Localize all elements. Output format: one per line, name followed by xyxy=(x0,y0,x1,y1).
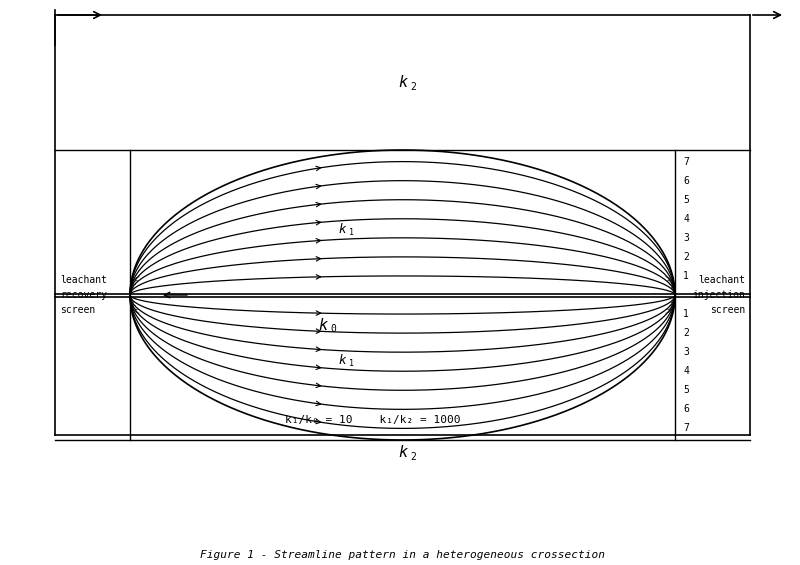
Text: 2: 2 xyxy=(683,252,689,262)
Text: 7: 7 xyxy=(683,157,689,167)
Text: 1: 1 xyxy=(683,271,689,281)
Text: 3: 3 xyxy=(683,347,689,357)
Text: Figure 1 - Streamline pattern in a heterogeneous crossection: Figure 1 - Streamline pattern in a heter… xyxy=(200,550,605,560)
Text: 5: 5 xyxy=(683,195,689,205)
Text: 2: 2 xyxy=(410,451,416,462)
Text: 5: 5 xyxy=(683,385,689,396)
Text: 6: 6 xyxy=(683,405,689,414)
Text: recovery: recovery xyxy=(60,290,107,300)
Text: k: k xyxy=(338,223,346,236)
Text: k₁/k₀ = 10    k₁/k₂ = 1000: k₁/k₀ = 10 k₁/k₂ = 1000 xyxy=(285,415,460,425)
Text: 1: 1 xyxy=(350,228,354,237)
Text: injection: injection xyxy=(692,290,745,300)
Text: 6: 6 xyxy=(683,176,689,186)
Text: 2: 2 xyxy=(410,81,416,92)
Text: 7: 7 xyxy=(683,423,689,433)
Text: k: k xyxy=(318,318,327,332)
Text: 4: 4 xyxy=(683,366,689,376)
Text: leachant: leachant xyxy=(60,275,107,285)
Text: k: k xyxy=(338,354,346,367)
Text: k: k xyxy=(398,445,407,460)
Text: 4: 4 xyxy=(683,214,689,224)
Text: 1: 1 xyxy=(350,359,354,368)
Text: 3: 3 xyxy=(683,233,689,243)
Text: k: k xyxy=(398,75,407,90)
Text: 1: 1 xyxy=(683,309,689,319)
Text: screen: screen xyxy=(710,305,745,315)
Text: 2: 2 xyxy=(683,328,689,338)
Text: leachant: leachant xyxy=(698,275,745,285)
Text: screen: screen xyxy=(60,305,95,315)
Text: 0: 0 xyxy=(330,324,336,334)
